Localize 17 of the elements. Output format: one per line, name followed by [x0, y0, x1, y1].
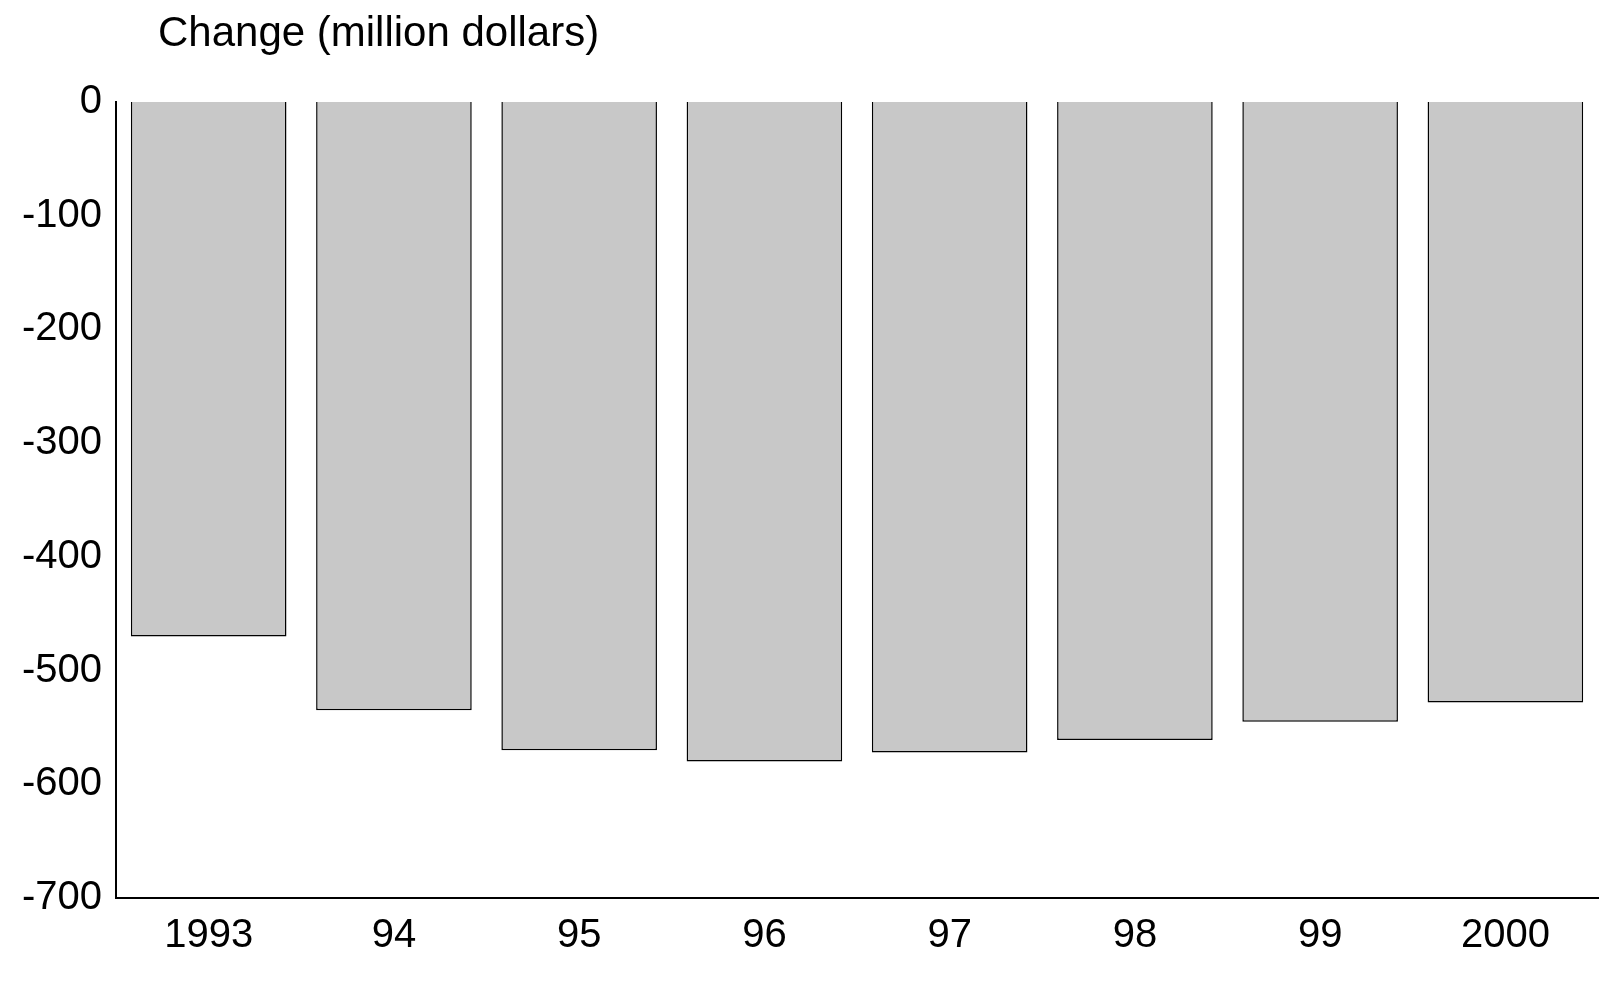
- x-tick-label: 95: [556, 911, 602, 956]
- y-axis-title: Change (million dollars): [158, 8, 601, 57]
- y-tick-label: -200: [22, 304, 103, 349]
- x-tick-label: 98: [1112, 911, 1158, 956]
- y-tick-label: -300: [22, 418, 103, 463]
- y-tick-label: 0: [79, 77, 103, 122]
- y-tick-label: -600: [22, 759, 103, 804]
- y-tick-label: -400: [22, 531, 103, 576]
- x-tick-label: 97: [927, 911, 972, 956]
- x-tick-label: 1993: [164, 911, 254, 956]
- x-tick-label: 96: [742, 911, 787, 956]
- y-tick-label: -500: [22, 645, 103, 690]
- y-tick-label: -700: [22, 873, 103, 918]
- x-tick-label: 99: [1297, 911, 1343, 956]
- x-tick-label: 94: [371, 911, 417, 956]
- x-tick-label: 2000: [1460, 911, 1550, 956]
- y-tick-label: -100: [22, 190, 103, 235]
